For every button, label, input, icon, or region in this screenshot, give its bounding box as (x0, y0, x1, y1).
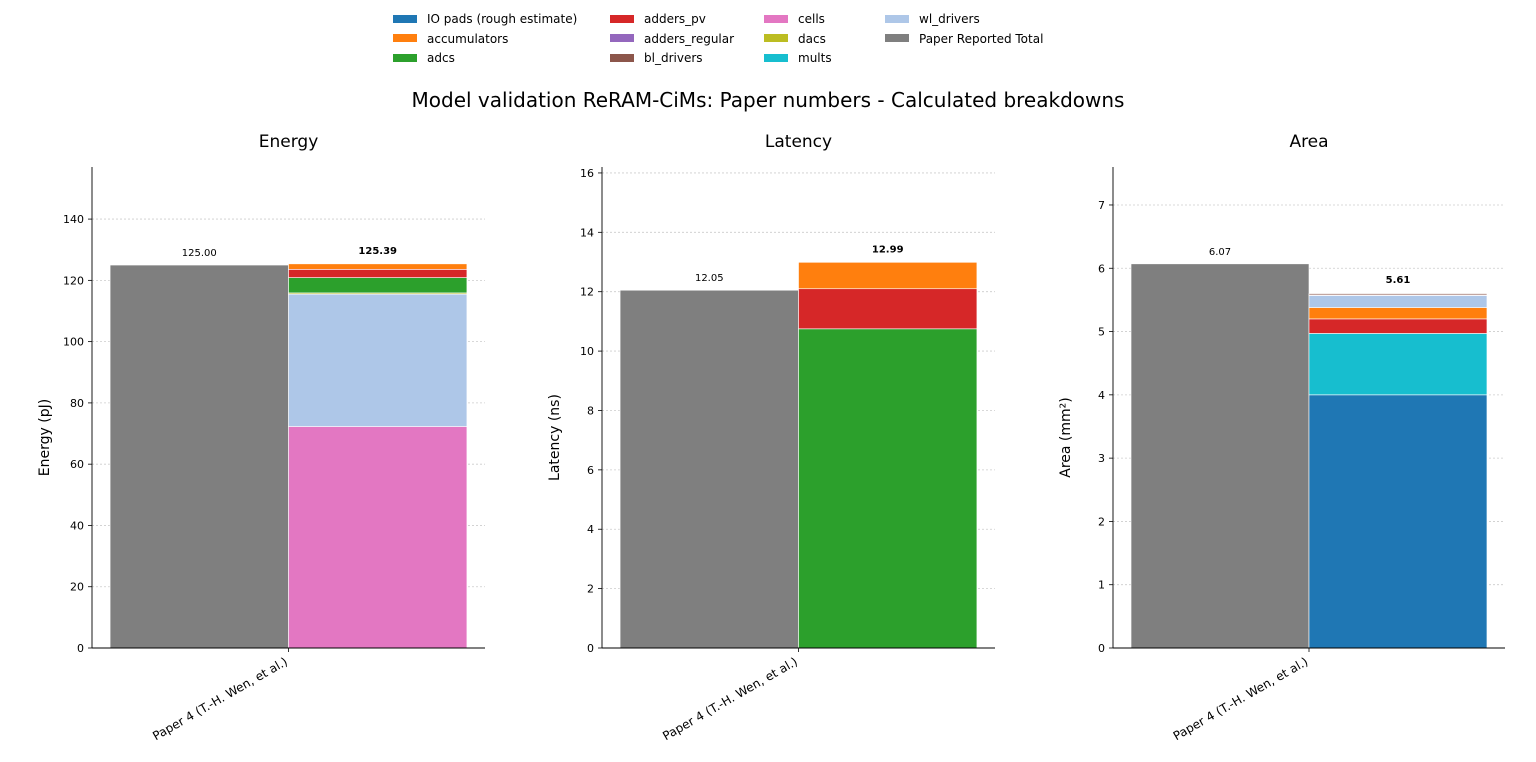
paper-total-bar (1131, 264, 1309, 648)
y-tick-label: 10 (580, 345, 594, 358)
y-tick-label: 16 (580, 167, 594, 180)
calculated-total-label: 5.61 (1386, 275, 1411, 286)
stack-segment-wl-drivers (289, 294, 467, 426)
stack-segment-adcs (799, 329, 977, 648)
stack-segment-adders-pv (1309, 319, 1487, 334)
y-tick-label: 100 (63, 336, 84, 349)
y-tick-label: 12 (580, 286, 594, 299)
y-tick-label: 7 (1098, 199, 1105, 212)
y-tick-label: 4 (587, 523, 594, 536)
stack-segment-wl-drivers (1309, 295, 1487, 307)
paper-total-label: 125.00 (182, 248, 217, 259)
panel-title: Area (1289, 132, 1328, 152)
y-tick-label: 140 (63, 213, 84, 226)
y-tick-label: 2 (587, 583, 594, 596)
y-tick-label: 8 (587, 404, 594, 417)
y-axis-label: Latency (ns) (547, 394, 563, 481)
calculated-total-label: 125.39 (358, 246, 397, 257)
stack-segment-accumulators (289, 264, 467, 269)
stack-segment-adders-pv (799, 289, 977, 329)
stack-segment-adders-pv (289, 269, 467, 277)
y-tick-label: 60 (70, 458, 84, 471)
y-axis-label: Area (mm²) (1058, 397, 1074, 477)
y-tick-label: 0 (587, 642, 594, 655)
calculated-total-label: 12.99 (872, 244, 904, 255)
x-tick-label: Paper 4 (T.-H. Wen, et al.) (660, 654, 800, 743)
paper-total-bar (620, 290, 798, 648)
paper-total-bar (110, 265, 288, 648)
y-tick-label: 20 (70, 581, 84, 594)
stack-segment-mults (1309, 333, 1487, 394)
y-tick-label: 0 (1098, 642, 1105, 655)
y-tick-label: 40 (70, 519, 84, 532)
stack-segment-cells (289, 426, 467, 648)
stack-segment-bl-drivers (1309, 294, 1487, 295)
y-tick-label: 0 (77, 642, 84, 655)
x-tick-label: Paper 4 (T.-H. Wen, et al.) (150, 654, 290, 743)
y-tick-label: 4 (1098, 389, 1105, 402)
y-tick-label: 80 (70, 397, 84, 410)
y-tick-label: 5 (1098, 326, 1105, 339)
y-tick-label: 2 (1098, 515, 1105, 528)
y-tick-label: 120 (63, 274, 84, 287)
y-tick-label: 6 (587, 464, 594, 477)
y-tick-label: 3 (1098, 452, 1105, 465)
y-tick-label: 6 (1098, 262, 1105, 275)
stack-segment-adcs (289, 278, 467, 293)
stack-segment-accumulators (799, 262, 977, 288)
y-tick-label: 1 (1098, 579, 1105, 592)
stack-segment-io-pads-rough-estimate- (1309, 395, 1487, 648)
y-axis-label: Energy (pJ) (37, 399, 53, 476)
paper-total-label: 12.05 (695, 273, 724, 284)
panel-title: Energy (259, 132, 319, 152)
paper-total-label: 6.07 (1209, 247, 1231, 258)
stack-segment-accumulators (1309, 308, 1487, 319)
y-tick-label: 14 (580, 226, 594, 239)
panel-title: Latency (765, 132, 832, 152)
x-tick-label: Paper 4 (T.-H. Wen, et al.) (1171, 654, 1311, 743)
